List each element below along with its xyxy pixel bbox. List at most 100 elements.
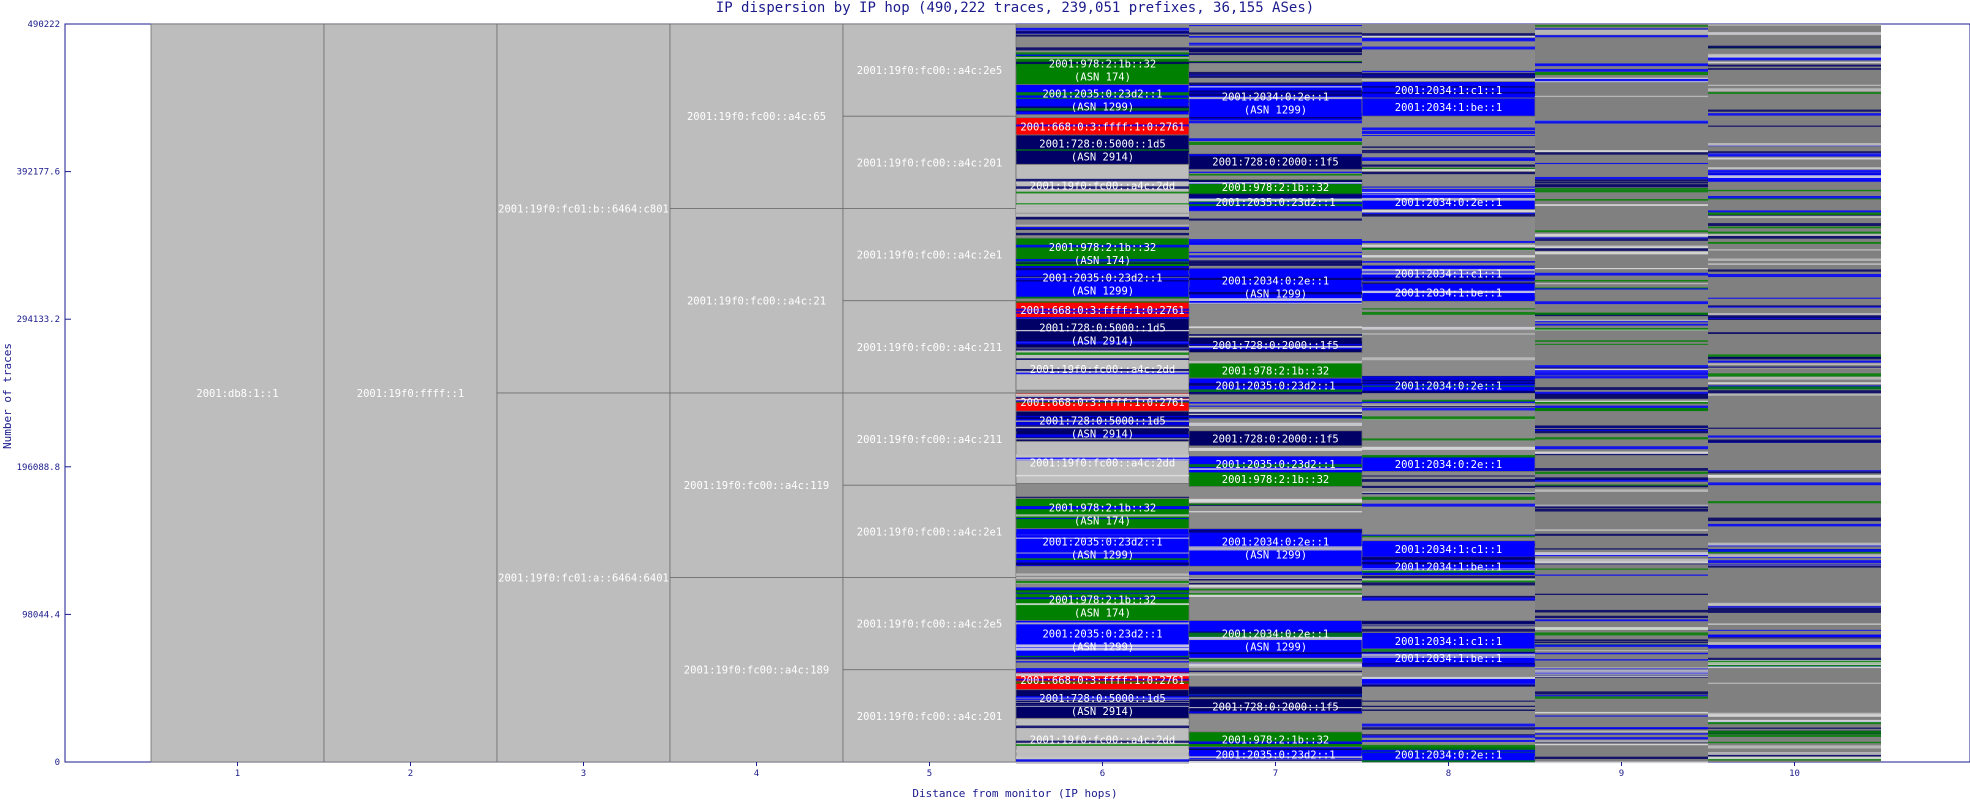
prefix-stripe <box>1362 146 1535 148</box>
prefix-stripe <box>1535 529 1708 531</box>
prefix-stripe <box>1535 71 1708 75</box>
prefix-stripe <box>1535 669 1708 673</box>
prefix-stripe <box>1189 113 1362 116</box>
prefix-stripe <box>1362 709 1535 711</box>
prefix-stripe <box>1708 741 1881 744</box>
prefix-stripe <box>1535 63 1708 66</box>
prefix-stripe <box>1189 456 1362 459</box>
prefix-stripe <box>1016 63 1189 67</box>
prefix-stripe <box>1189 86 1362 88</box>
prefix-stripe <box>1016 415 1189 418</box>
prefix-stripe <box>1708 644 1881 646</box>
node-block <box>669 23 844 209</box>
prefix-stripe <box>1189 262 1362 266</box>
prefix-stripe <box>1535 400 1708 404</box>
prefix-stripe <box>1016 348 1189 351</box>
prefix-stripe <box>1535 533 1708 536</box>
prefix-stripe <box>1535 652 1708 655</box>
prefix-stripe <box>1708 427 1881 429</box>
prefix-stripe <box>1708 544 1881 547</box>
node-label: 2001:2035:0:23d2::1 <box>1042 628 1162 640</box>
prefix-stripe <box>1708 523 1881 527</box>
prefix-stripe <box>1362 127 1535 131</box>
prefix-stripe <box>1189 343 1362 346</box>
prefix-stripe <box>1708 501 1881 504</box>
prefix-stripe <box>1708 470 1881 472</box>
prefix-stripe <box>1535 696 1708 699</box>
node-label: 2001:728:0:5000::1d5 <box>1039 693 1165 705</box>
prefix-stripe <box>1535 233 1708 237</box>
prefix-stripe <box>1362 656 1535 658</box>
node-label: 2001:2034:0:2e::1 <box>1222 536 1329 548</box>
prefix-stripe <box>1535 627 1708 631</box>
node-asn-label: (ASN 2914) <box>1071 152 1134 164</box>
prefix-stripe <box>1362 475 1535 477</box>
prefix-stripe <box>1016 437 1189 440</box>
prefix-stripe <box>1535 365 1708 368</box>
prefix-stripe <box>1189 270 1362 274</box>
node-label: 2001:728:0:5000::1d5 <box>1039 139 1165 151</box>
prefix-stripe <box>1362 194 1535 197</box>
prefix-stripe <box>1535 29 1708 34</box>
prefix-stripe <box>1362 248 1535 251</box>
prefix-stripe <box>1362 70 1535 73</box>
prefix-stripe <box>1189 264 1362 266</box>
node-block <box>1015 440 1190 484</box>
node-block <box>842 115 1017 209</box>
prefix-stripe <box>1016 274 1189 277</box>
prefix-stripe <box>1708 474 1881 478</box>
node-asn-label: (ASN 1299) <box>1244 641 1307 653</box>
node-block <box>496 23 671 394</box>
prefix-stripe <box>1189 83 1362 85</box>
prefix-stripe <box>1016 454 1189 458</box>
prefix-stripe <box>1708 482 1881 486</box>
node-label: 2001:668:0:3:ffff:1:0:2761 <box>1020 305 1184 317</box>
prefix-stripe <box>1535 251 1708 255</box>
node-asn-label: (ASN 1299) <box>1071 285 1134 297</box>
prefix-stripe <box>1016 592 1189 594</box>
prefix-stripe <box>1708 734 1881 737</box>
prefix-stripe <box>1535 120 1708 124</box>
prefix-stripe <box>1362 649 1535 652</box>
prefix-stripe <box>1362 39 1535 42</box>
prefix-stripe <box>1535 230 1708 233</box>
prefix-stripe <box>1016 603 1189 606</box>
prefix-stripe <box>1362 261 1535 263</box>
prefix-stripe <box>1189 571 1362 574</box>
node-label: 2001:668:0:3:ffff:1:0:2761 <box>1020 675 1184 687</box>
prefix-stripe <box>1016 429 1189 432</box>
prefix-stripe <box>1362 503 1535 507</box>
prefix-stripe <box>1362 290 1535 294</box>
prefix-stripe <box>1189 154 1362 157</box>
prefix-stripe <box>1708 241 1881 244</box>
prefix-stripe <box>1708 167 1881 169</box>
node-label: 2001:2034:1:c1::1 <box>1395 636 1502 648</box>
prefix-stripe <box>1016 97 1189 99</box>
prefix-stripe <box>1535 312 1708 315</box>
prefix-stripe <box>1189 42 1362 45</box>
prefix-stripe <box>1189 469 1362 473</box>
prefix-stripe <box>1016 372 1189 375</box>
prefix-stripe <box>1189 383 1362 387</box>
prefix-stripe <box>1362 407 1535 411</box>
prefix-stripe <box>1189 588 1362 591</box>
prefix-stripe <box>1189 464 1362 467</box>
x-axis-label: Distance from monitor (IP hops) <box>912 787 1117 800</box>
prefix-stripe <box>1016 537 1189 539</box>
prefix-stripe <box>1708 548 1881 552</box>
prefix-stripe <box>1189 205 1362 207</box>
node-label: 2001:2034:0:2e::1 <box>1222 275 1329 287</box>
prefix-stripe <box>1535 189 1708 193</box>
prefix-stripe <box>1016 587 1189 590</box>
prefix-stripe <box>1535 95 1708 98</box>
prefix-stripe <box>1535 574 1708 576</box>
prefix-stripe <box>1708 606 1881 608</box>
prefix-stripe <box>1362 734 1535 736</box>
node-label: 2001:db8:1::1 <box>196 388 278 400</box>
prefix-stripe <box>1535 33 1708 35</box>
prefix-stripe <box>1016 53 1189 57</box>
node-asn-label: (ASN 174) <box>1074 255 1131 267</box>
prefix-stripe <box>1016 296 1189 299</box>
prefix-stripe <box>1189 251 1362 254</box>
prefix-stripe <box>1535 245 1708 249</box>
